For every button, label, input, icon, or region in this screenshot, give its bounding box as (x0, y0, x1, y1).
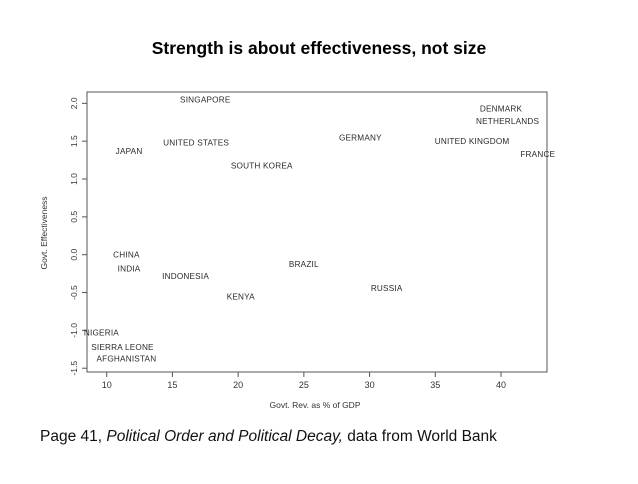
y-tick-label: 1.0 (69, 173, 79, 185)
y-tick-label: 0.5 (69, 211, 79, 223)
data-point-south-korea: SOUTH KOREA (231, 161, 293, 170)
data-point-kenya: KENYA (227, 292, 255, 301)
data-point-india: INDIA (118, 264, 141, 273)
y-axis-ticks: -1.5 -1.0 -0.5 0.0 0.5 1.0 1.5 2.0 (69, 97, 87, 376)
x-tick-label: 10 (102, 380, 112, 390)
plot-frame (86, 91, 548, 373)
data-point-labels: SINGAPORE DENMARK NETHERLANDS GERMANY UNITED… (84, 96, 555, 364)
caption-suffix: data from World Bank (342, 428, 497, 445)
y-tick-label: -0.5 (69, 285, 79, 300)
y-tick-label: -1.0 (69, 323, 79, 338)
data-point-china: CHINA (113, 251, 140, 260)
data-point-japan: JAPAN (116, 147, 143, 156)
slide-title: Strength is about effectiveness, not siz… (151, 38, 487, 58)
data-point-denmark: DENMARK (480, 105, 523, 114)
data-point-united-states: UNITED STATES (163, 139, 229, 148)
data-point-netherlands: NETHERLANDS (476, 117, 540, 126)
y-axis-label: Govt. Effectiveness (39, 196, 49, 269)
data-point-united-kingdom: UNITED KINGDOM (435, 137, 510, 146)
data-point-brazil: BRAZIL (289, 260, 319, 269)
y-tick-label: 2.0 (69, 97, 79, 109)
data-point-sierra-leone: SIERRA LEONE (91, 343, 154, 352)
x-tick-label: 30 (365, 380, 375, 390)
x-tick-label: 15 (167, 380, 177, 390)
caption-prefix: Page 41, (40, 428, 107, 445)
x-tick-label: 35 (430, 380, 440, 390)
data-point-singapore: SINGAPORE (180, 96, 231, 105)
caption-book-title: Political Order and Political Decay, (106, 428, 343, 445)
data-point-germany: GERMANY (339, 133, 382, 142)
data-point-indonesia: INDONESIA (162, 272, 209, 281)
x-tick-label: 20 (233, 380, 243, 390)
data-point-afghanistan: AFGHANISTAN (97, 354, 157, 363)
y-tick-label: -1.5 (69, 361, 79, 376)
y-tick-label: 1.5 (69, 135, 79, 147)
x-axis-ticks: 10 15 20 25 30 35 40 (102, 372, 506, 390)
x-tick-label: 40 (496, 380, 506, 390)
plot-box (86, 91, 548, 373)
data-point-france: FRANCE (520, 150, 555, 159)
data-point-nigeria: NIGERIA (84, 329, 119, 338)
x-tick-label: 25 (299, 380, 309, 390)
x-axis-label: Govt. Rev. as % of GDP (269, 400, 360, 410)
source-caption: Page 41, Political Order and Political D… (40, 428, 497, 446)
data-point-russia: RUSSIA (371, 284, 403, 293)
y-tick-label: 0.0 (69, 249, 79, 261)
